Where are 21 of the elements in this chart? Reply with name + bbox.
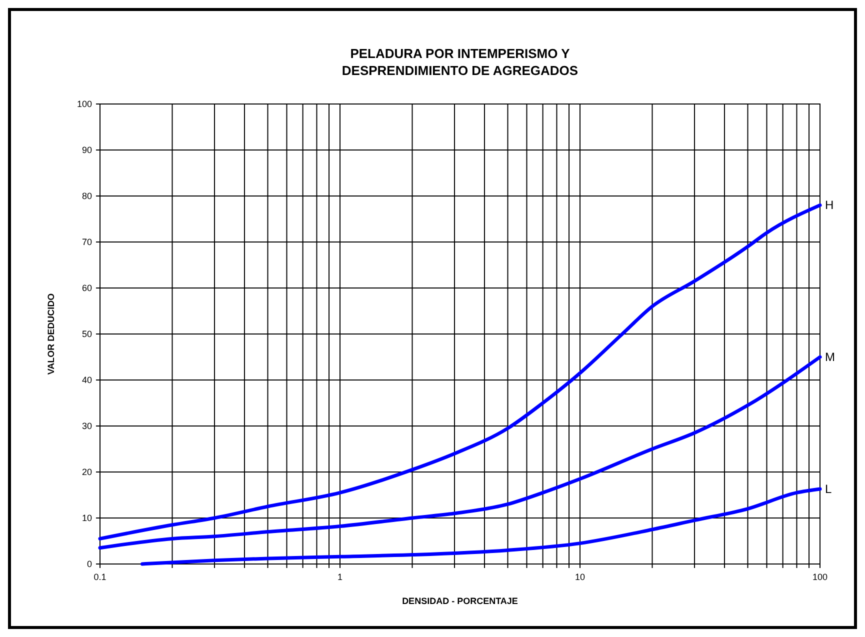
y-tick-label: 90 xyxy=(82,145,92,155)
y-tick-label: 20 xyxy=(82,467,92,477)
y-tick-label: 0 xyxy=(86,559,92,569)
y-tick-label: 60 xyxy=(82,283,92,293)
y-axis-title: VALOR DEDUCIDO xyxy=(46,293,56,375)
x-tick-label: 1 xyxy=(337,572,343,582)
y-tick-label: 30 xyxy=(82,421,92,431)
y-tick-label: 40 xyxy=(82,375,92,385)
x-tick-label: 10 xyxy=(574,572,586,582)
series-label: H xyxy=(825,198,834,212)
y-tick-label: 100 xyxy=(76,99,92,109)
x-tick-label: 100 xyxy=(812,572,828,582)
y-tick-label: 10 xyxy=(82,513,92,523)
x-tick-label: 0.1 xyxy=(94,572,106,582)
x-axis-title: DENSIDAD - PORCENTAJE xyxy=(402,596,518,606)
y-tick-label: 50 xyxy=(82,329,92,339)
y-tick-label: 70 xyxy=(82,237,92,247)
y-tick-label: 80 xyxy=(82,191,92,201)
series-label: M xyxy=(825,350,835,364)
series-label: L xyxy=(825,482,832,496)
chart-title: PELADURA POR INTEMPERISMO Y DESPRENDIMIENTO DE AGREGADOS xyxy=(342,46,578,78)
